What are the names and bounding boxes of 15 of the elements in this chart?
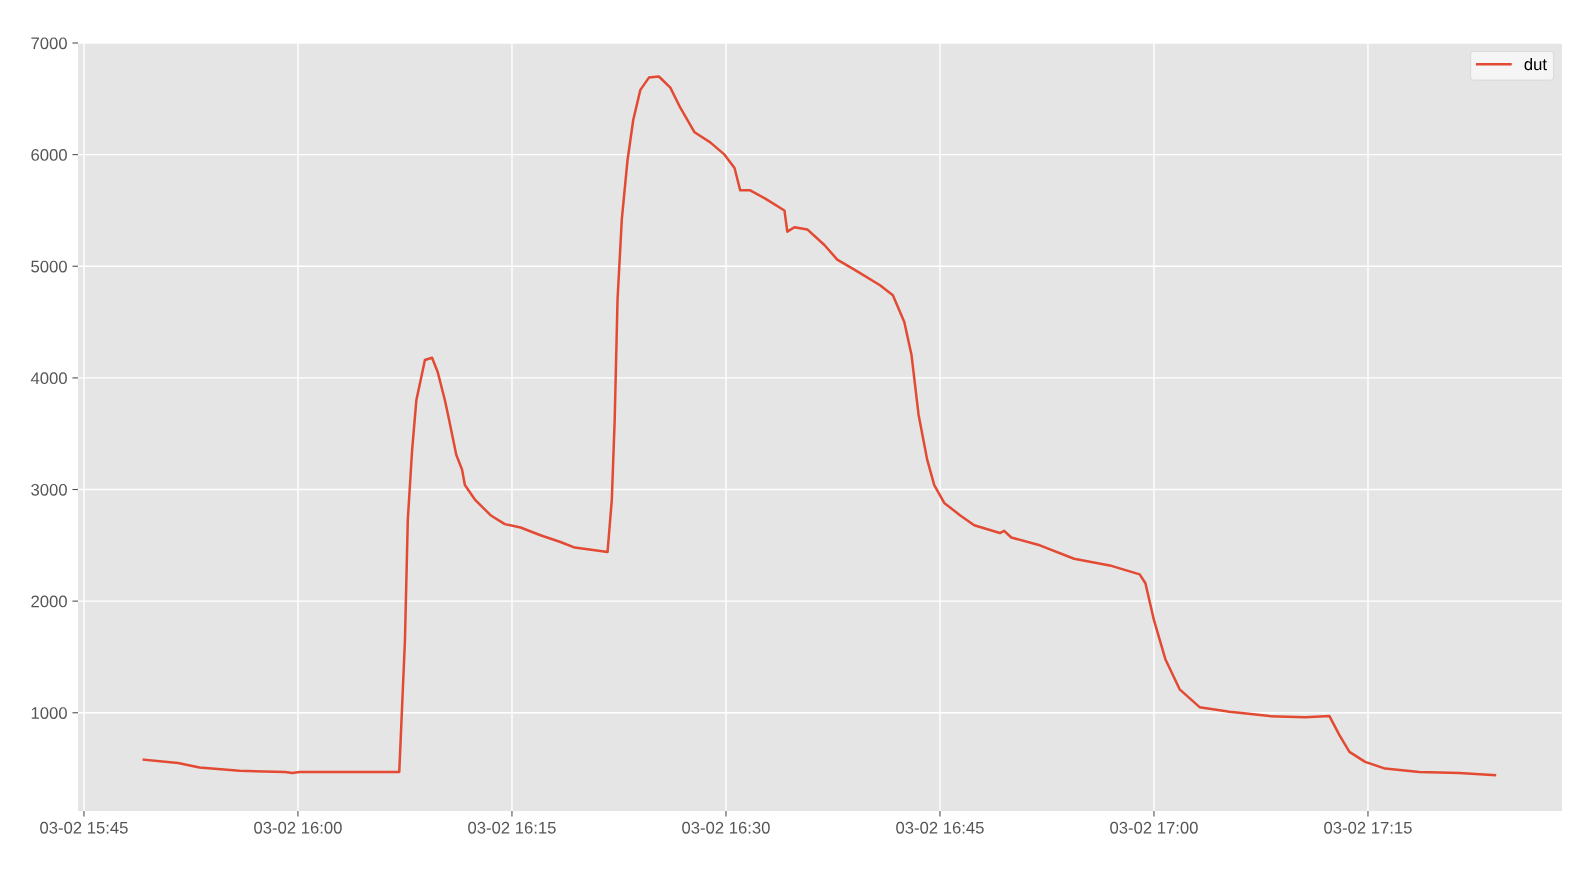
y-tick-label: 1000 (31, 707, 67, 719)
y-tick-label: 2000 (31, 595, 67, 608)
y-tick-label: 5000 (31, 260, 67, 273)
x-tick-label: 03-02 17:15 (1324, 821, 1412, 834)
y-tick-label: 4000 (30, 372, 67, 385)
y-tick-label: 6000 (31, 149, 67, 161)
x-tick-label: 03-02 16:00 (254, 821, 342, 834)
x-tick-label: 03-02 16:30 (682, 821, 770, 834)
x-tick-label: 03-02 16:45 (896, 821, 984, 834)
x-tick-label: 03-02 17:00 (1110, 821, 1198, 834)
x-tick-label: 03-02 16:15 (468, 821, 556, 834)
legend-label: dut (1524, 58, 1547, 71)
y-tick-label: 3000 (31, 483, 67, 496)
y-tick-label: 7000 (31, 37, 67, 50)
x-tick-label: 03-02 15:45 (40, 821, 128, 834)
